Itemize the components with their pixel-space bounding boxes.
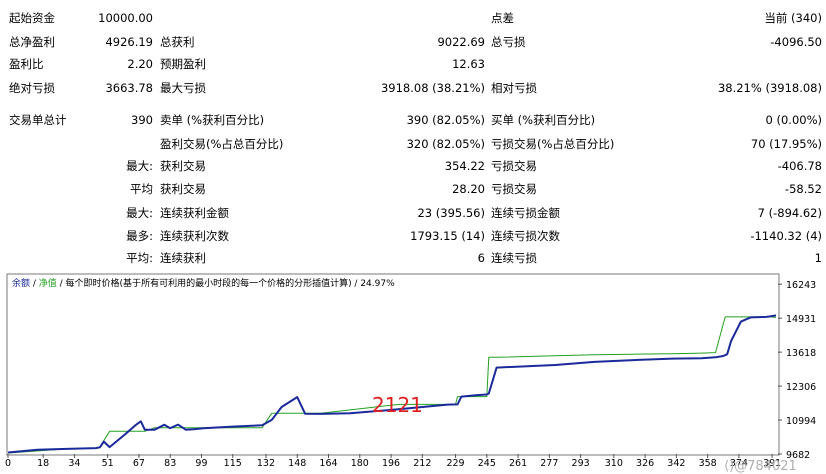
- spread-label: 点差: [491, 11, 514, 25]
- short-positions-value: 390 (82.05%): [406, 113, 485, 127]
- average-profit-value: 28.20: [452, 182, 485, 196]
- maximal-prefix: 最多:: [126, 229, 153, 243]
- chart-header: 余额 / 净值 / 每个即时价格(基于所有可利用的最小时段的每一个价格的分形插值…: [12, 276, 395, 289]
- x-tick-label: 358: [699, 458, 717, 469]
- watermark: ⟨)@784021: [724, 459, 797, 474]
- x-tick-label: 148: [288, 458, 306, 469]
- avg-consec-wins-value: 6: [477, 251, 485, 265]
- max-consec-losses-label: 连续亏损金额: [491, 206, 560, 220]
- avg-consec-wins-label: 连续获利: [160, 251, 206, 265]
- relative-drawdown-label: 相对亏损: [491, 81, 537, 95]
- overlay-number: 2121: [372, 393, 423, 417]
- short-positions-label: 卖单 (%获利百分比): [160, 113, 265, 127]
- x-tick-label: 83: [164, 458, 176, 469]
- gross-profit-value: 9022.69: [437, 35, 485, 49]
- largest-profit-label: 获利交易: [160, 159, 206, 173]
- x-tick-label: 34: [68, 458, 80, 469]
- absolute-drawdown-label: 绝对亏损: [9, 81, 55, 95]
- legend-separator: /: [30, 279, 39, 289]
- expected-payoff-value: 12.63: [452, 57, 485, 71]
- average-profit-label: 获利交易: [160, 182, 206, 196]
- x-tick-label: 196: [382, 458, 400, 469]
- x-tick-label: 391: [763, 458, 781, 469]
- x-tick-label: 67: [133, 458, 145, 469]
- x-tick-label: 310: [605, 458, 623, 469]
- x-tick-label: 51: [102, 458, 114, 469]
- max-consec-wins-value: 23 (395.56): [417, 206, 485, 220]
- series-lines: [7, 314, 777, 454]
- maximal-consec-profit-value: 1793.15 (14): [410, 229, 485, 243]
- avg-consec-losses-value: 1: [814, 251, 822, 265]
- loss-trades-label: 亏损交易(%占总百分比): [491, 137, 615, 151]
- loss-trades-value: 70 (17.95%): [750, 137, 822, 151]
- total-net-profit-value: 4926.19: [105, 35, 153, 49]
- y-tick-label: 14931: [786, 314, 816, 325]
- largest-profit-value: 354.22: [444, 159, 485, 173]
- y-tick-label: 13618: [786, 348, 816, 359]
- y-tick-label: 16243: [786, 280, 816, 291]
- legend-balance: 余额: [12, 279, 31, 289]
- maximal-drawdown-label: 最大亏损: [160, 81, 206, 95]
- avg-prefix: 平均:: [126, 251, 153, 265]
- x-tick-label: 342: [667, 458, 685, 469]
- x-tick-label: 18: [37, 458, 49, 469]
- x-tick-label: 293: [572, 458, 590, 469]
- avg-consec-losses-label: 连续亏损: [491, 251, 537, 265]
- x-tick-label: 245: [478, 458, 496, 469]
- chart-header-text: / 每个即时价格(基于所有可利用的最小时段的每一个价格的分形插值计算) / 24…: [56, 279, 395, 289]
- balance-line: [7, 314, 777, 454]
- x-tick-label: 229: [446, 458, 464, 469]
- relative-drawdown-value: 38.21% (3918.08): [717, 81, 822, 95]
- spread-value: 当前 (340): [764, 11, 822, 25]
- x-tick-label: 132: [257, 458, 275, 469]
- max-prefix: 最大:: [126, 206, 153, 220]
- balance-equity-chart: 0 18 34 51 67 83 99 115 132 148 164 180 196 212 229 245…: [5, 273, 816, 469]
- x-tick-label: 261: [509, 458, 527, 469]
- x-axis: 0 18 34 51 67 83 99 115 132 148 164 180 196 212 229 245…: [5, 454, 781, 469]
- total-trades-label: 交易单总计: [9, 113, 67, 127]
- maximal-drawdown-value: 3918.08 (38.21%): [380, 81, 485, 95]
- expected-payoff-label: 预期盈利: [160, 57, 206, 71]
- x-tick-label: 374: [730, 458, 748, 469]
- y-tick-label: 10994: [786, 416, 816, 427]
- absolute-drawdown-value: 3663.78: [105, 81, 153, 95]
- gross-profit-label: 总获利: [160, 35, 195, 49]
- maximal-consec-profit-label: 连续获利次数: [160, 229, 229, 243]
- y-tick-label: 9682: [786, 450, 810, 461]
- largest-loss-label: 亏损交易: [491, 159, 537, 173]
- largest-prefix: 最大:: [126, 159, 153, 173]
- total-trades-value: 390: [131, 113, 153, 127]
- x-tick-label: 180: [351, 458, 369, 469]
- x-tick-label: 326: [636, 458, 654, 469]
- x-tick-label: 212: [413, 458, 431, 469]
- x-tick-label: 164: [319, 458, 337, 469]
- profit-factor-label: 盈利比: [9, 57, 44, 71]
- maximal-consec-loss-label: 连续亏损次数: [491, 229, 560, 243]
- x-tick-label: 99: [195, 458, 207, 469]
- long-positions-label: 买单 (%获利百分比): [491, 113, 596, 127]
- gross-loss-value: -4096.50: [770, 35, 822, 49]
- x-tick-label: 277: [540, 458, 558, 469]
- average-prefix: 平均: [130, 182, 153, 196]
- total-net-profit-label: 总净盈利: [9, 35, 55, 49]
- y-axis: 16243 14931 13618 12306 10994 9682: [778, 280, 816, 461]
- long-positions-value: 0 (0.00%): [765, 113, 822, 127]
- x-tick-label: 115: [224, 458, 242, 469]
- maximal-consec-loss-value: -1140.32 (4): [750, 229, 822, 243]
- plot-frame: [6, 273, 780, 456]
- y-tick-label: 12306: [786, 382, 816, 393]
- profit-trades-label: 盈利交易(%占总百分比): [160, 137, 284, 151]
- profit-factor-value: 2.20: [127, 57, 153, 71]
- average-loss-label: 亏损交易: [491, 182, 537, 196]
- gross-loss-label: 总亏损: [491, 35, 526, 49]
- start-balance-label: 起始资金: [9, 11, 55, 25]
- profit-trades-value: 320 (82.05%): [406, 137, 485, 151]
- x-tick-label: 0: [5, 458, 11, 469]
- max-consec-losses-value: 7 (-894.62): [757, 206, 822, 220]
- max-consec-wins-label: 连续获利金额: [160, 206, 229, 220]
- average-loss-value: -58.52: [784, 182, 822, 196]
- start-balance-value: 10000.00: [98, 11, 153, 25]
- legend-equity: 净值: [38, 279, 57, 289]
- largest-loss-value: -406.78: [777, 159, 822, 173]
